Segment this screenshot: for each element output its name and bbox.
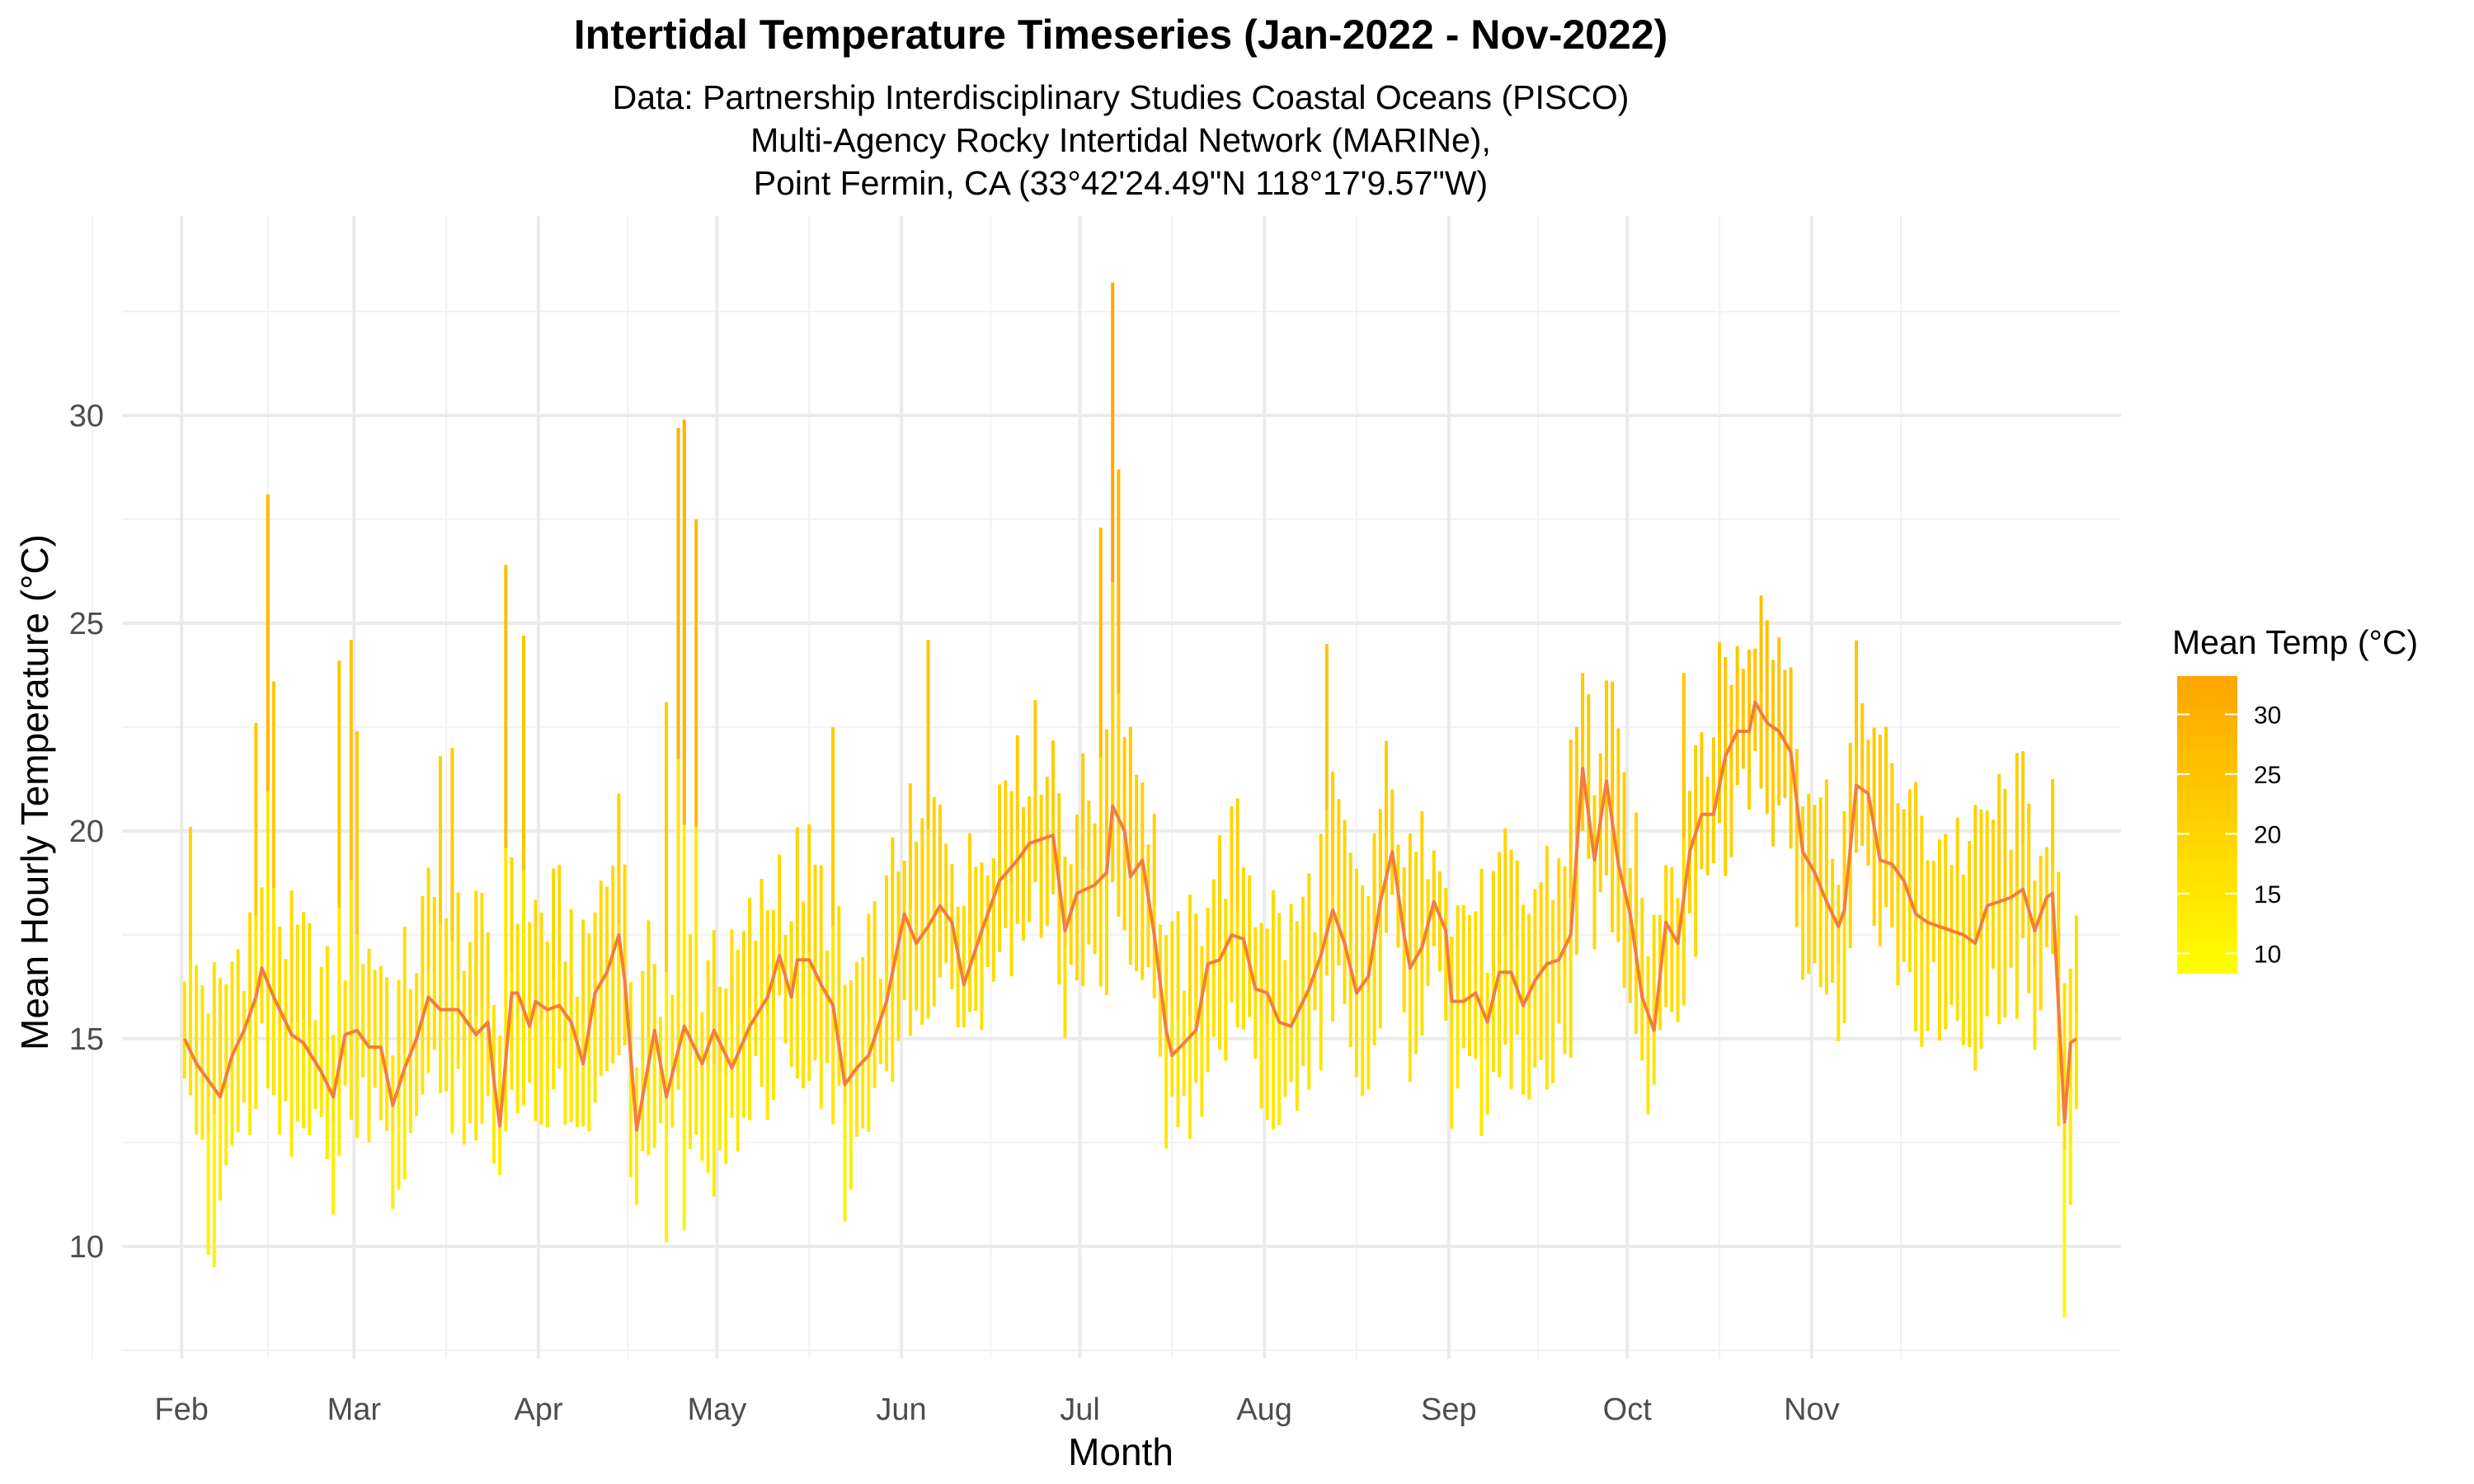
y-axis-title: Mean Hourly Temperature (°C) <box>13 534 56 1050</box>
legend: Mean Temp (°C) 10 15 20 25 30 <box>2172 623 2418 974</box>
legend-tick-label: 30 <box>2254 702 2281 729</box>
major-gridlines-x <box>180 216 1813 1359</box>
legend-colorbar <box>2177 676 2237 974</box>
y-tick-label: 25 <box>69 607 104 641</box>
legend-tick-labels: 10 15 20 25 30 <box>2254 702 2281 968</box>
legend-tick-label: 15 <box>2254 881 2281 909</box>
legend-tick-label: 20 <box>2254 821 2281 848</box>
y-tick-label: 20 <box>69 815 104 849</box>
x-axis-title: Month <box>1068 1430 1174 1473</box>
x-tick-label: Nov <box>1784 1392 1840 1427</box>
x-tick-label: May <box>688 1392 747 1427</box>
chart-subtitle-line-1: Data: Partnership Interdisciplinary Stud… <box>613 78 1630 116</box>
legend-tick-marks <box>2177 713 2237 955</box>
daily-mean-line <box>182 700 2078 1132</box>
x-tick-label: Jul <box>1060 1392 1100 1427</box>
x-tick-label: Oct <box>1603 1392 1653 1427</box>
x-tick-label: Sep <box>1421 1392 1477 1427</box>
x-tick-label: Aug <box>1236 1392 1292 1427</box>
legend-tick-label: 10 <box>2254 941 2281 968</box>
y-axis-tick-labels: 10 15 20 25 30 <box>69 399 104 1265</box>
chart-subtitle-line-2: Multi-Agency Rocky Intertidal Network (M… <box>750 121 1491 159</box>
y-tick-label: 30 <box>69 399 104 434</box>
x-tick-label: Apr <box>514 1392 562 1427</box>
x-tick-label: Jun <box>876 1392 926 1427</box>
minor-gridlines-x <box>91 216 1903 1359</box>
daily-range-bars <box>182 282 2078 1317</box>
chart-subtitle-line-3: Point Fermin, CA (33°42'24.49"N 118°17'9… <box>754 164 1488 202</box>
chart-title: Intertidal Temperature Timeseries (Jan-2… <box>574 12 1667 58</box>
minor-gridlines-y <box>122 310 2121 1351</box>
y-tick-label: 10 <box>69 1230 104 1265</box>
x-tick-label: Mar <box>327 1392 382 1427</box>
y-tick-label: 15 <box>69 1022 104 1057</box>
legend-title: Mean Temp (°C) <box>2172 623 2418 661</box>
legend-tick-label: 25 <box>2254 762 2281 789</box>
x-tick-label: Feb <box>154 1392 208 1427</box>
x-axis-tick-labels: Feb Mar Apr May Jun Jul Aug Sep Oct Nov <box>154 1392 1839 1427</box>
major-gridlines-y <box>122 413 2121 1248</box>
